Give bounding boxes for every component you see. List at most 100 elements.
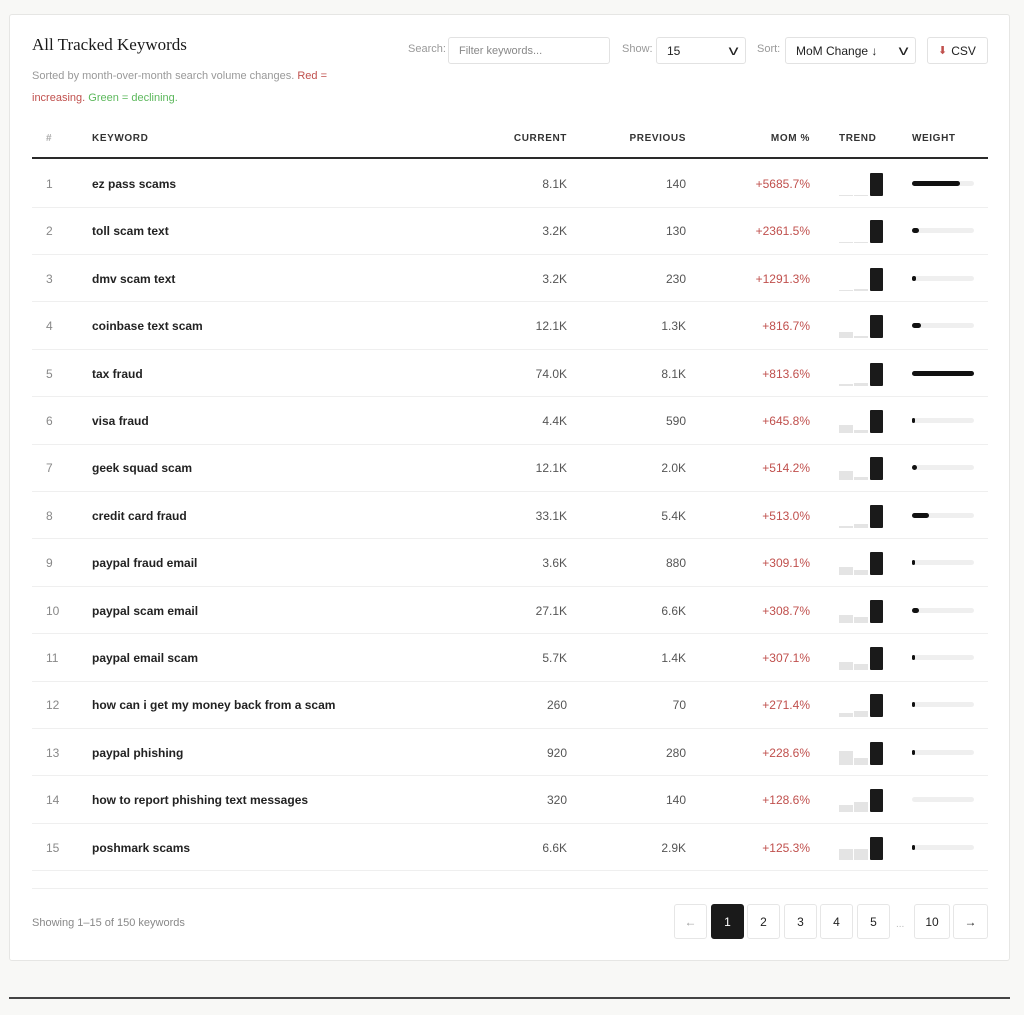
keyword[interactable]: paypal scam email: [92, 603, 199, 618]
row-number: 7: [46, 461, 53, 476]
page-4-button[interactable]: 4: [820, 904, 853, 939]
keyword[interactable]: visa fraud: [92, 414, 149, 428]
weight-fill: [912, 465, 917, 471]
row-number: 6: [46, 414, 53, 428]
page-3-button[interactable]: 3: [784, 904, 817, 939]
table-row[interactable]: 6 visa fraud 4.4K 590 +645.8%: [32, 397, 988, 445]
search-input[interactable]: [459, 44, 599, 57]
page-10-button[interactable]: 10: [914, 904, 950, 939]
mom-change: +128.6%: [762, 793, 810, 808]
row-number: 10: [46, 603, 60, 618]
table-row[interactable]: 2 toll scam text 3.2K 130 +2361.5%: [32, 207, 988, 255]
row-number: 4: [46, 319, 53, 334]
mom-change: +309.1%: [762, 556, 810, 571]
mom-change: +514.2%: [762, 461, 810, 476]
keyword[interactable]: how can i get my money back from a scam: [92, 698, 336, 713]
keyword[interactable]: ez pass scams: [92, 177, 177, 191]
weight-bar: [912, 560, 974, 566]
previous-volume: 280: [665, 745, 686, 760]
trend-bar-current: [870, 362, 883, 386]
csv-button[interactable]: ⬇ CSV: [927, 37, 988, 64]
keyword[interactable]: credit card fraud: [92, 508, 187, 523]
keyword[interactable]: poshmark scams: [92, 840, 191, 855]
show-select[interactable]: 15 v: [656, 37, 746, 64]
weight-bar: [912, 465, 974, 471]
trend-bar: [839, 242, 853, 244]
weight-bar: [912, 844, 974, 850]
col-number: #: [46, 133, 53, 144]
trend-bar: [854, 802, 868, 813]
current-volume: 3.6K: [542, 556, 567, 571]
mom-change: +816.7%: [762, 319, 810, 334]
show-label: Show:: [622, 43, 653, 55]
trend-bar: [854, 383, 868, 386]
search-box[interactable]: [448, 37, 610, 64]
table-row[interactable]: 7 geek squad scam 12.1K 2.0K +514.2%: [32, 444, 988, 492]
keyword[interactable]: dmv scam text: [92, 271, 176, 286]
keyword[interactable]: how to report phishing text messages: [92, 793, 309, 808]
keyword[interactable]: paypal phishing: [92, 745, 184, 760]
table-row[interactable]: 12 how can i get my money back from a sc…: [32, 681, 988, 729]
page-5-button[interactable]: 5: [857, 904, 890, 939]
table-row[interactable]: 4 coinbase text scam 12.1K 1.3K +816.7%: [32, 302, 988, 350]
trend-bar: [839, 331, 853, 339]
current-volume: 12.1K: [535, 319, 567, 334]
table-row[interactable]: 14 how to report phishing text messages …: [32, 776, 988, 824]
trend-bar: [839, 289, 853, 291]
trend-bar-current: [870, 647, 883, 670]
previous-volume: 590: [665, 414, 686, 428]
weight-fill: [912, 370, 974, 376]
trend-bar-current: [870, 173, 883, 196]
col-keyword[interactable]: KEYWORD: [92, 133, 149, 144]
page-1-button[interactable]: 1: [711, 904, 744, 939]
keyword[interactable]: paypal email scam: [92, 651, 199, 665]
col-trend: TREND: [839, 133, 877, 144]
current-volume: 5.7K: [542, 651, 567, 665]
current-volume: 12.1K: [535, 461, 567, 476]
previous-volume: 230: [665, 271, 686, 286]
trend-sparkbars: [839, 219, 885, 244]
keyword[interactable]: coinbase text scam: [92, 319, 203, 334]
next-page-button[interactable]: →: [953, 904, 988, 939]
trend-bar-current: [870, 599, 883, 623]
table-row[interactable]: 13 paypal phishing 920 280 +228.6%: [32, 729, 988, 777]
subtitle-text: Sorted by month-over-month search volume…: [32, 70, 298, 82]
keyword[interactable]: tax fraud: [92, 366, 143, 381]
previous-volume: 1.4K: [661, 651, 686, 665]
trend-sparkbars: [839, 646, 885, 670]
table-row[interactable]: 3 dmv scam text 3.2K 230 +1291.3%: [32, 255, 988, 303]
sort-select[interactable]: MoM Change ↓ v: [785, 37, 916, 64]
keyword[interactable]: paypal fraud email: [92, 556, 198, 571]
trend-bar: [839, 614, 853, 623]
trend-sparkbars: [839, 314, 885, 339]
col-current[interactable]: CURRENT: [513, 133, 567, 144]
trend-sparkbars: [839, 172, 885, 196]
table-row[interactable]: 1 ez pass scams 8.1K 140 +5685.7%: [32, 160, 988, 208]
table-row[interactable]: 5 tax fraud 74.0K 8.1K +813.6%: [32, 350, 988, 398]
table-row[interactable]: 10 paypal scam email 27.1K 6.6K +308.7%: [32, 587, 988, 635]
trend-bar-current: [870, 410, 883, 433]
previous-volume: 8.1K: [661, 366, 686, 381]
weight-bar: [912, 370, 974, 376]
previous-volume: 130: [665, 224, 686, 239]
trend-bar-current: [870, 504, 883, 528]
prev-page-button[interactable]: ←: [674, 904, 707, 939]
table-row[interactable]: 11 paypal email scam 5.7K 1.4K +307.1%: [32, 634, 988, 682]
row-number: 11: [46, 651, 59, 665]
page-2-button[interactable]: 2: [747, 904, 780, 939]
weight-fill: [912, 228, 920, 234]
col-mom[interactable]: MOM %: [770, 133, 810, 144]
weight-bar: [912, 702, 974, 708]
trend-bar: [839, 661, 853, 670]
table-row[interactable]: 8 credit card fraud 33.1K 5.4K +513.0%: [32, 492, 988, 540]
trend-sparkbars: [839, 362, 885, 386]
keyword[interactable]: toll scam text: [92, 224, 169, 239]
trend-bar: [854, 195, 868, 196]
table-row[interactable]: 9 paypal fraud email 3.6K 880 +309.1%: [32, 539, 988, 587]
col-previous[interactable]: PREVIOUS: [629, 133, 686, 144]
mom-change: +228.6%: [762, 745, 810, 760]
keyword[interactable]: geek squad scam: [92, 461, 193, 476]
weight-fill: [912, 560, 915, 566]
table-row[interactable]: 15 poshmark scams 6.6K 2.9K +125.3%: [32, 824, 988, 872]
trend-bar-current: [870, 552, 883, 576]
